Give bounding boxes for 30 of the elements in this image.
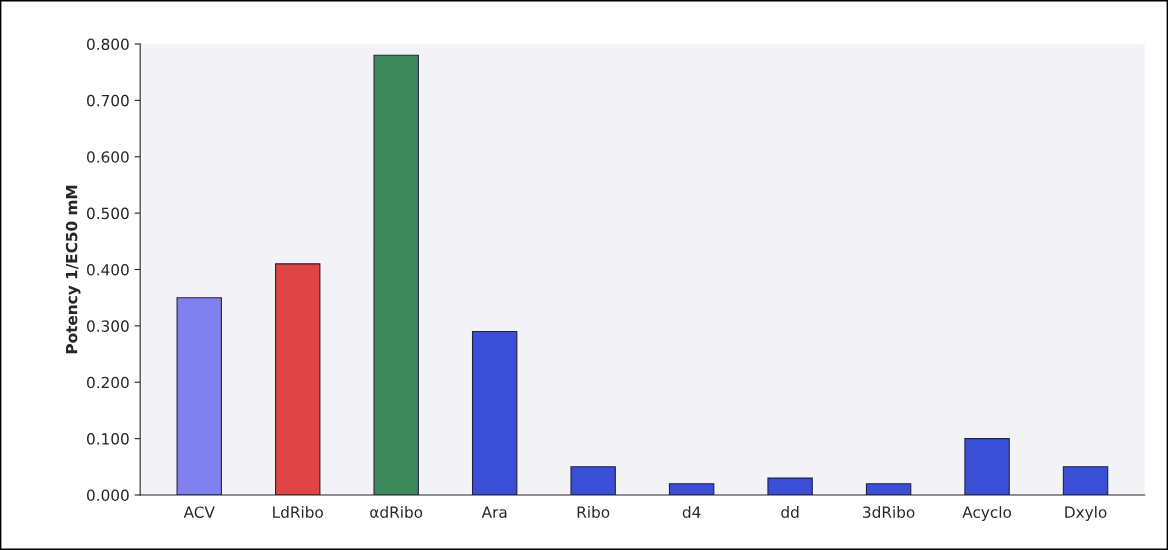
- bar: [767, 477, 813, 495]
- x-tick-label: αdRibo: [370, 506, 423, 518]
- bar: [275, 263, 321, 495]
- x-tick-label: ACV: [183, 506, 215, 518]
- y-tick-label: 0.100: [87, 433, 129, 445]
- x-tick-label: Dxylo: [1065, 506, 1107, 521]
- y-tick-label: 0.300: [87, 320, 129, 332]
- bar: [471, 330, 518, 495]
- x-tick-label: d4: [682, 506, 701, 518]
- x-tick-label: 3dRibo: [863, 506, 915, 518]
- x-tick-label: Ribo: [577, 506, 610, 518]
- x-tick-label: Acyclo: [962, 506, 1012, 521]
- bar: [865, 483, 912, 495]
- y-tick-label: 0.700: [87, 94, 129, 107]
- x-tick-label: Ara: [481, 506, 507, 518]
- bar: [668, 483, 715, 495]
- bar: [373, 54, 419, 495]
- y-tick-label: 0.000: [87, 489, 129, 502]
- bar: [1062, 466, 1109, 495]
- bar: [570, 466, 616, 495]
- y-tick-label: 0.800: [87, 38, 129, 51]
- bar: [964, 438, 1010, 495]
- y-tick-label: 0.600: [87, 151, 129, 163]
- y-axis-title: Potency 1/EC50 mM: [65, 185, 81, 354]
- y-tick-label: 0.400: [87, 263, 129, 276]
- y-tick-label: 0.500: [87, 207, 129, 220]
- y-tick-label: 0.200: [87, 376, 129, 389]
- x-tick-label: LdRibo: [273, 506, 323, 518]
- x-tick-label: dd: [781, 506, 799, 518]
- bar: [176, 297, 222, 495]
